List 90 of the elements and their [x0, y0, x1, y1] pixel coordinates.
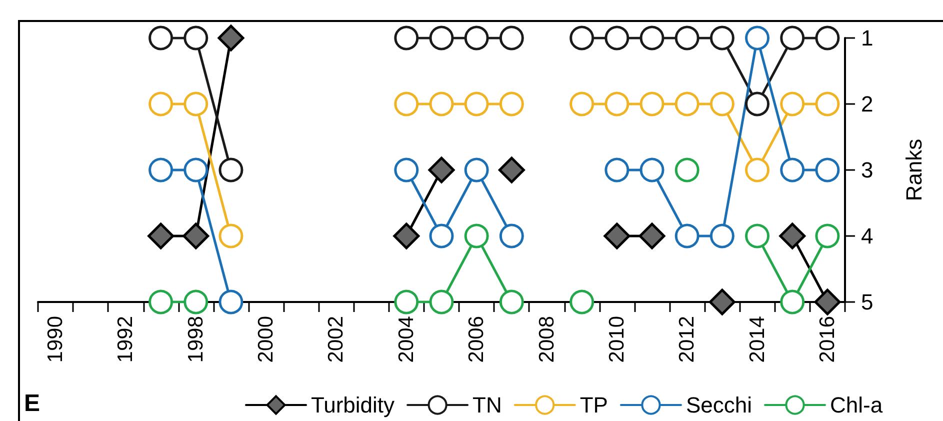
point: [393, 222, 420, 250]
y-tick-label: 4: [861, 224, 874, 248]
point: [148, 290, 174, 314]
point: [640, 26, 664, 50]
point: [710, 92, 734, 116]
point: [570, 92, 594, 116]
point: [184, 92, 208, 116]
point: [148, 92, 174, 116]
x-tick-label: 2004: [394, 316, 418, 363]
point: [429, 224, 454, 248]
point: [499, 290, 524, 314]
point: [464, 92, 489, 116]
point: [708, 288, 736, 316]
point: [780, 26, 805, 50]
point: [498, 156, 525, 184]
point: [779, 222, 806, 250]
point: [674, 92, 700, 116]
x-tick-label: 1998: [184, 316, 208, 363]
point: [429, 92, 454, 116]
point: [745, 26, 770, 50]
text: E: [24, 390, 40, 418]
point: [148, 222, 174, 250]
point: [464, 158, 489, 182]
point: [218, 290, 244, 314]
y-axis-title: Ranks: [902, 138, 926, 202]
point: [394, 158, 419, 182]
y-tick-label: 3: [861, 158, 874, 182]
point: [640, 158, 664, 182]
point: [604, 26, 630, 50]
point: [218, 158, 244, 182]
point: [780, 290, 805, 314]
point: [182, 222, 210, 250]
x-tick-label: 2006: [465, 316, 488, 363]
x-tick-label: 2012: [676, 316, 699, 363]
legend-label: Turbidity: [311, 392, 395, 418]
point: [570, 290, 594, 314]
point: [218, 24, 244, 52]
point: [674, 158, 700, 182]
point: [604, 158, 630, 182]
point: [780, 158, 805, 182]
point: [745, 158, 770, 182]
x-tick-label: 2014: [746, 316, 769, 363]
point: [148, 158, 174, 182]
point: [674, 224, 700, 248]
point: [745, 92, 770, 116]
legend-label: TP: [580, 392, 608, 418]
point: [604, 92, 630, 116]
x-tick-label: 2002: [324, 316, 348, 363]
legend-label: Chl-a: [830, 392, 884, 418]
point: [499, 92, 524, 116]
x-tick-label: 2010: [605, 316, 628, 363]
point: [570, 26, 594, 50]
point: [394, 26, 419, 50]
point: [604, 222, 630, 250]
x-tick-label: 2000: [254, 316, 278, 363]
point: [394, 92, 419, 116]
x-tick-label: 2008: [535, 316, 558, 363]
y-tick-label: 2: [861, 92, 874, 116]
point: [429, 26, 454, 50]
point: [464, 224, 489, 248]
point: [148, 26, 174, 50]
point: [710, 224, 734, 248]
legend-label: Secchi: [686, 392, 752, 418]
point: [745, 224, 770, 248]
x-tick-label: 1992: [114, 316, 138, 363]
point: [464, 26, 489, 50]
point: [815, 158, 840, 182]
point: [815, 26, 840, 50]
point: [499, 224, 524, 248]
legend-label: TN: [472, 392, 502, 418]
point: [780, 92, 805, 116]
point: [815, 224, 840, 248]
point: [184, 158, 208, 182]
y-tick-label: 5: [861, 290, 874, 314]
point: [710, 26, 734, 50]
point: [499, 26, 524, 50]
point: [429, 290, 454, 314]
point: [394, 290, 419, 314]
x-tick-label: 2016: [816, 316, 839, 363]
point: [674, 26, 700, 50]
y-tick-label: 1: [861, 26, 874, 50]
point: [184, 290, 208, 314]
point: [184, 26, 208, 50]
point: [218, 224, 244, 248]
point: [814, 288, 841, 316]
x-tick-label: 1990: [44, 316, 68, 363]
point: [428, 156, 455, 184]
point: [638, 222, 666, 250]
point: [640, 92, 664, 116]
point: [815, 92, 840, 116]
